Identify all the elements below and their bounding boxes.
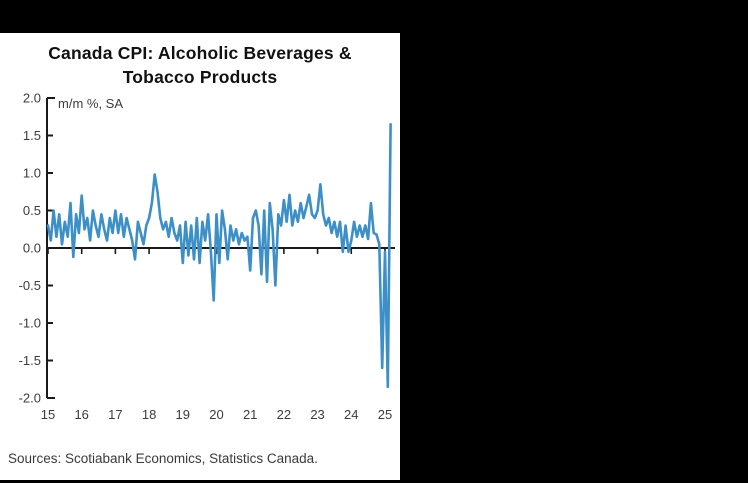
sources-note: Sources: Scotiabank Economics, Statistic…: [8, 451, 318, 466]
y-tick-label: 1.0: [23, 166, 41, 181]
x-tick-label: 17: [108, 407, 122, 422]
chart-unit-label: m/m %, SA: [58, 96, 123, 111]
chart-panel: Canada CPI: Alcoholic Beverages & Tobacc…: [0, 33, 400, 480]
x-tick-label: 20: [209, 407, 223, 422]
chart-title-line2: Tobacco Products: [122, 66, 278, 87]
y-tick-label: -0.5: [19, 278, 41, 293]
chart-svg: m/m %, SA 2.0 1.5 1.0 0.5 0.0 -0.5 -1.0 -1.5 -2.…: [19, 91, 395, 422]
x-tick-label: 18: [142, 407, 156, 422]
y-tick-label: -2.0: [19, 391, 41, 406]
chart-title-line1: Canada CPI: Alcoholic Beverages &: [48, 43, 352, 63]
chart-title: Canada CPI: Alcoholic Beverages & Tobacc…: [0, 33, 400, 89]
x-tick-label: 16: [74, 407, 88, 422]
y-tick-label: 0.5: [23, 203, 41, 218]
x-tick-label: 19: [176, 407, 190, 422]
x-tick-label: 22: [277, 407, 291, 422]
x-tick-label: 25: [378, 407, 392, 422]
x-tick-label: 15: [41, 407, 55, 422]
y-tick-label: 1.5: [23, 128, 41, 143]
y-tick-label: 0.0: [23, 241, 41, 256]
y-tick-label: 2.0: [23, 91, 41, 106]
series-line: [46, 122, 392, 389]
x-tick-label: 21: [243, 407, 257, 422]
x-tick-label: 24: [344, 407, 358, 422]
y-tick-label: -1.5: [19, 353, 41, 368]
x-tick-label: 23: [310, 407, 324, 422]
chart-canvas: m/m %, SA 2.0 1.5 1.0 0.5 0.0 -0.5 -1.0 -1.5 -2.…: [0, 88, 400, 438]
y-tick-label: -1.0: [19, 316, 41, 331]
